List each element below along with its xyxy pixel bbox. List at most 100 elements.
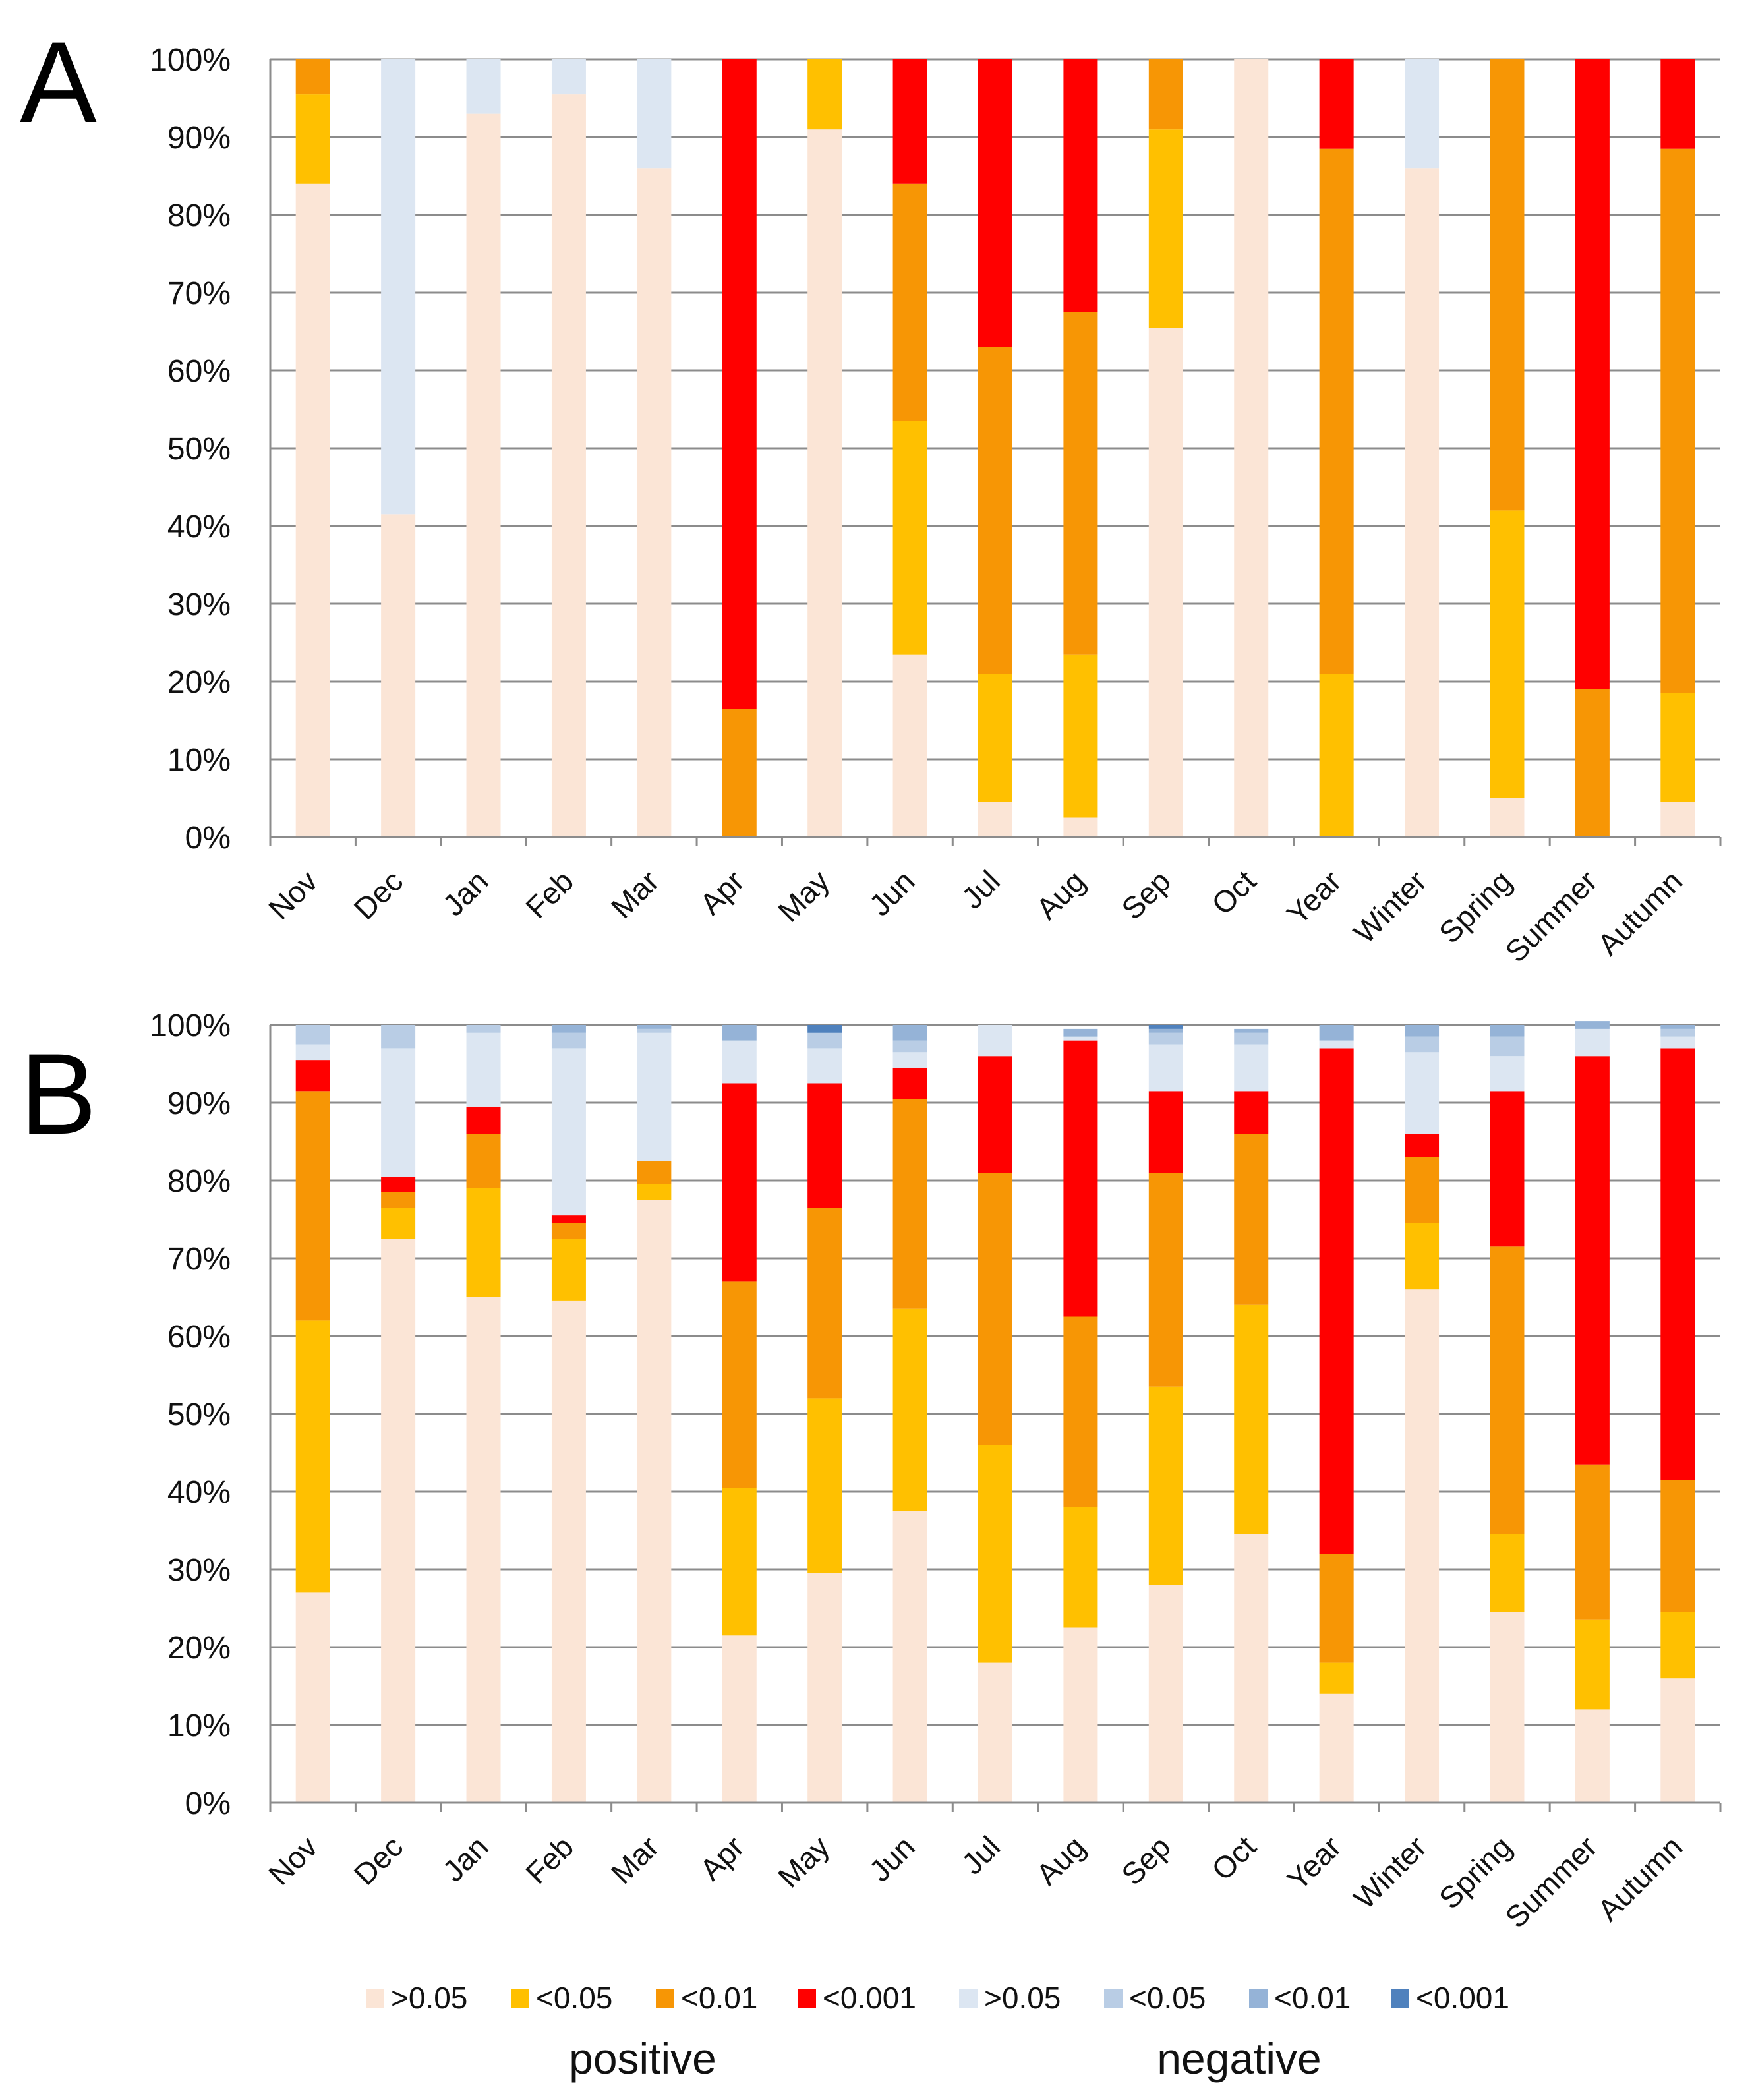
bar-segment (807, 1032, 842, 1049)
y-tick-label: 90% (167, 121, 231, 156)
bar-segment (1148, 1173, 1183, 1387)
bar-segment (1405, 168, 1440, 837)
y-tick-label: 40% (167, 510, 231, 544)
bar-segment (1660, 1678, 1695, 1803)
y-tick-label: 50% (167, 1397, 231, 1432)
x-tick-label: Feb (519, 1829, 580, 1890)
bar-segment (551, 1048, 586, 1216)
bar-segment (722, 1488, 757, 1636)
x-tick-label: Apr (693, 863, 750, 921)
x-tick-label: Jun (862, 1829, 921, 1888)
y-tick-label: 30% (167, 587, 231, 622)
bar-segment (1063, 1036, 1098, 1041)
bar-segment (1490, 1612, 1525, 1803)
bar-segment (381, 59, 416, 515)
bar-segment (1660, 1480, 1695, 1612)
y-tick-label: 0% (185, 1786, 231, 1821)
x-tick-label: Sep (1115, 863, 1177, 926)
bar-segment (722, 1025, 757, 1041)
bar-segment (1148, 1044, 1183, 1092)
bar-segment (807, 129, 842, 838)
bar-segment (1148, 1025, 1183, 1029)
bar-segment (1575, 1464, 1610, 1620)
y-tick-label: 50% (167, 432, 231, 467)
bar-segment (1405, 59, 1440, 169)
bar-segment (978, 1662, 1012, 1803)
bar-segment (551, 59, 586, 95)
bar-segment (381, 514, 416, 837)
y-tick-label: 100% (150, 43, 231, 78)
bar-segment (722, 59, 757, 709)
bar-segment (1234, 1032, 1269, 1045)
bar-segment (381, 1048, 416, 1177)
bar-segment (1063, 312, 1098, 655)
x-tick-label: Mar (604, 1829, 666, 1890)
bar-segment (637, 1032, 672, 1161)
bar-segment (1660, 148, 1695, 693)
bar-segment (381, 1239, 416, 1803)
y-tick-label: 0% (185, 821, 231, 856)
y-tick-label: 30% (167, 1553, 231, 1588)
bar-segment (892, 421, 927, 655)
legend-swatch (366, 1989, 384, 2008)
bar-segment (1490, 1025, 1525, 1037)
bar-segment (1063, 1627, 1098, 1803)
bar-segment (1234, 1091, 1269, 1134)
bar-segment (807, 1398, 842, 1573)
bar-segment (978, 674, 1012, 802)
bar-segment (1405, 1052, 1440, 1134)
bar-segment (1234, 1134, 1269, 1305)
bar-segment (637, 1028, 672, 1033)
x-tick-label: Mar (604, 863, 666, 925)
legend-label: <0.01 (681, 1981, 757, 2015)
legend-swatch (959, 1989, 978, 2008)
bar-segment (1490, 1036, 1525, 1057)
bar-segment (1660, 59, 1695, 149)
bar-segment (1660, 1025, 1695, 1029)
bar-segment (295, 1025, 330, 1045)
x-tick-label: Sep (1115, 1829, 1177, 1892)
bar-segment (722, 1635, 757, 1803)
bar-segment (1319, 1554, 1354, 1663)
x-tick-label: Summer (1498, 863, 1604, 969)
legend-label: <0.01 (1274, 1981, 1351, 2015)
legend-label: >0.05 (984, 1981, 1061, 2015)
bar-segment (978, 1056, 1012, 1173)
bar-segment (807, 59, 842, 130)
x-tick-label: Summer (1498, 1829, 1604, 1935)
bar-segment (1575, 59, 1610, 689)
bar-segment (1575, 1021, 1610, 1029)
bar-segment (892, 1040, 927, 1053)
bar-segment (1660, 693, 1695, 802)
bar-segment (1575, 1028, 1610, 1057)
x-tick-label: Oct (1205, 1829, 1263, 1887)
x-tick-label: Jan (436, 1829, 494, 1888)
bar-segment (1234, 59, 1269, 837)
bar-segment (1063, 59, 1098, 312)
legend-swatch (1104, 1989, 1123, 2008)
y-tick-label: 60% (167, 354, 231, 389)
bar-segment (1660, 1028, 1695, 1037)
bar-segment (1148, 1028, 1183, 1033)
bar-segment (722, 1040, 757, 1084)
bar-segment (1660, 1036, 1695, 1049)
y-tick-label: 70% (167, 276, 231, 311)
bar-segment (1490, 1056, 1525, 1092)
bar-segment (466, 59, 501, 114)
legend-group-positive: positive (569, 2034, 716, 2083)
bar-segment (1063, 817, 1098, 837)
bar-segment (1405, 1134, 1440, 1157)
chart-panel-a: 0% 10% 20% 30% 40% 50% 60% 70% 80% 90% 100% Nov Dec J… (20, 18, 1722, 969)
bar-segment (1234, 1044, 1269, 1092)
bar-segment (551, 94, 586, 838)
bar-segment (1405, 1223, 1440, 1290)
x-tick-label: Nov (262, 1829, 324, 1892)
bar-segment (1063, 1507, 1098, 1628)
bar-segment (1405, 1289, 1440, 1803)
bar-segment (1319, 148, 1354, 674)
x-tick-label: Year (1280, 863, 1347, 931)
y-tick-label: 20% (167, 1631, 231, 1666)
y-tick-label: 10% (167, 1708, 231, 1743)
bar-segment (722, 1083, 757, 1282)
